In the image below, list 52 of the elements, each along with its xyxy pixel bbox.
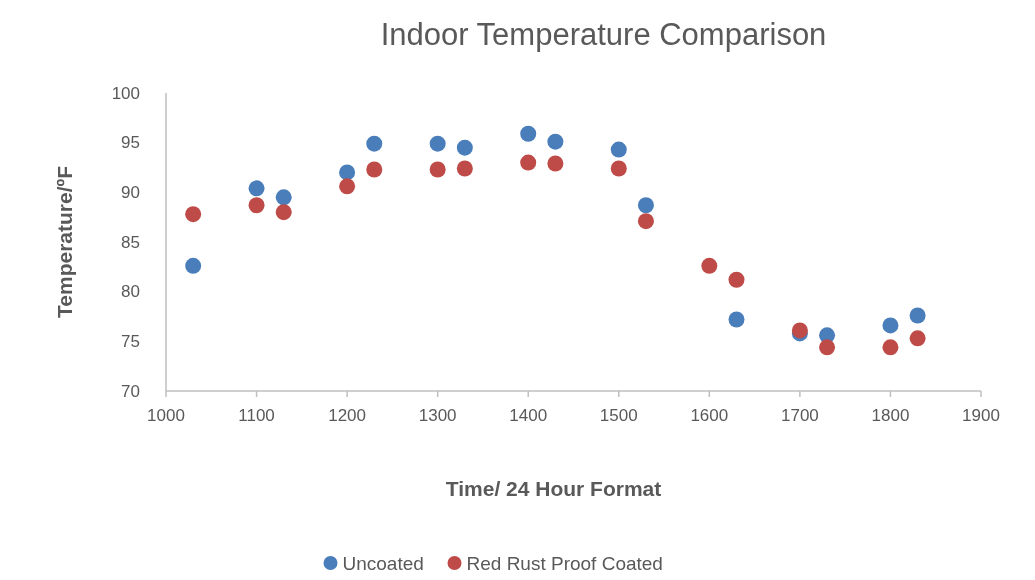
point	[882, 339, 899, 356]
point	[275, 204, 292, 221]
point	[547, 133, 564, 150]
x-tick-label: 1300	[418, 406, 457, 425]
y-tick-label: 70	[121, 381, 140, 401]
x-tick-label: 1400	[509, 406, 548, 425]
y-axis-title: Temperature/ºF	[53, 165, 76, 318]
x-tick-label: 1200	[328, 406, 367, 425]
x-tick-label: 1900	[962, 406, 1000, 425]
point	[248, 180, 265, 197]
x-tick-label: 1600	[690, 406, 729, 425]
x-tick-label: 1800	[871, 406, 910, 425]
point	[909, 330, 926, 347]
chart-title: Indoor Temperature Comparison	[380, 17, 827, 52]
point	[456, 160, 473, 177]
y-tick-label: 90	[121, 182, 140, 202]
point	[339, 164, 356, 181]
y-tick-label: 80	[121, 282, 140, 302]
legend-label: Red Rust Proof Coated	[466, 552, 663, 574]
point	[909, 307, 926, 324]
point	[520, 125, 537, 142]
point	[610, 160, 627, 177]
x-tick-label: 1100	[238, 406, 275, 425]
point	[248, 197, 265, 214]
point	[637, 197, 654, 214]
x-axis-title: Time/ 24 Hour Format	[445, 477, 662, 500]
point	[728, 311, 745, 328]
point	[610, 141, 627, 158]
point	[366, 161, 383, 178]
x-tick-label: 1500	[599, 406, 638, 425]
point	[701, 257, 718, 274]
point	[275, 189, 292, 206]
point	[366, 135, 383, 152]
legend-label: Uncoated	[342, 552, 424, 574]
point	[456, 139, 473, 156]
y-tick-label: 75	[121, 331, 140, 351]
y-tick-label: 95	[121, 133, 140, 153]
point	[882, 317, 899, 334]
point	[185, 257, 202, 274]
x-tick-label: 1000	[147, 406, 185, 425]
point	[728, 271, 745, 288]
y-tick-label: 85	[121, 232, 140, 252]
point	[819, 339, 836, 356]
x-tick-label: 1700	[780, 406, 819, 425]
point	[637, 213, 654, 230]
point	[429, 135, 446, 152]
point	[185, 206, 202, 223]
point	[339, 178, 356, 195]
point	[429, 161, 446, 178]
y-tick-label: 100	[111, 83, 140, 103]
point	[547, 155, 564, 172]
point	[520, 154, 537, 171]
